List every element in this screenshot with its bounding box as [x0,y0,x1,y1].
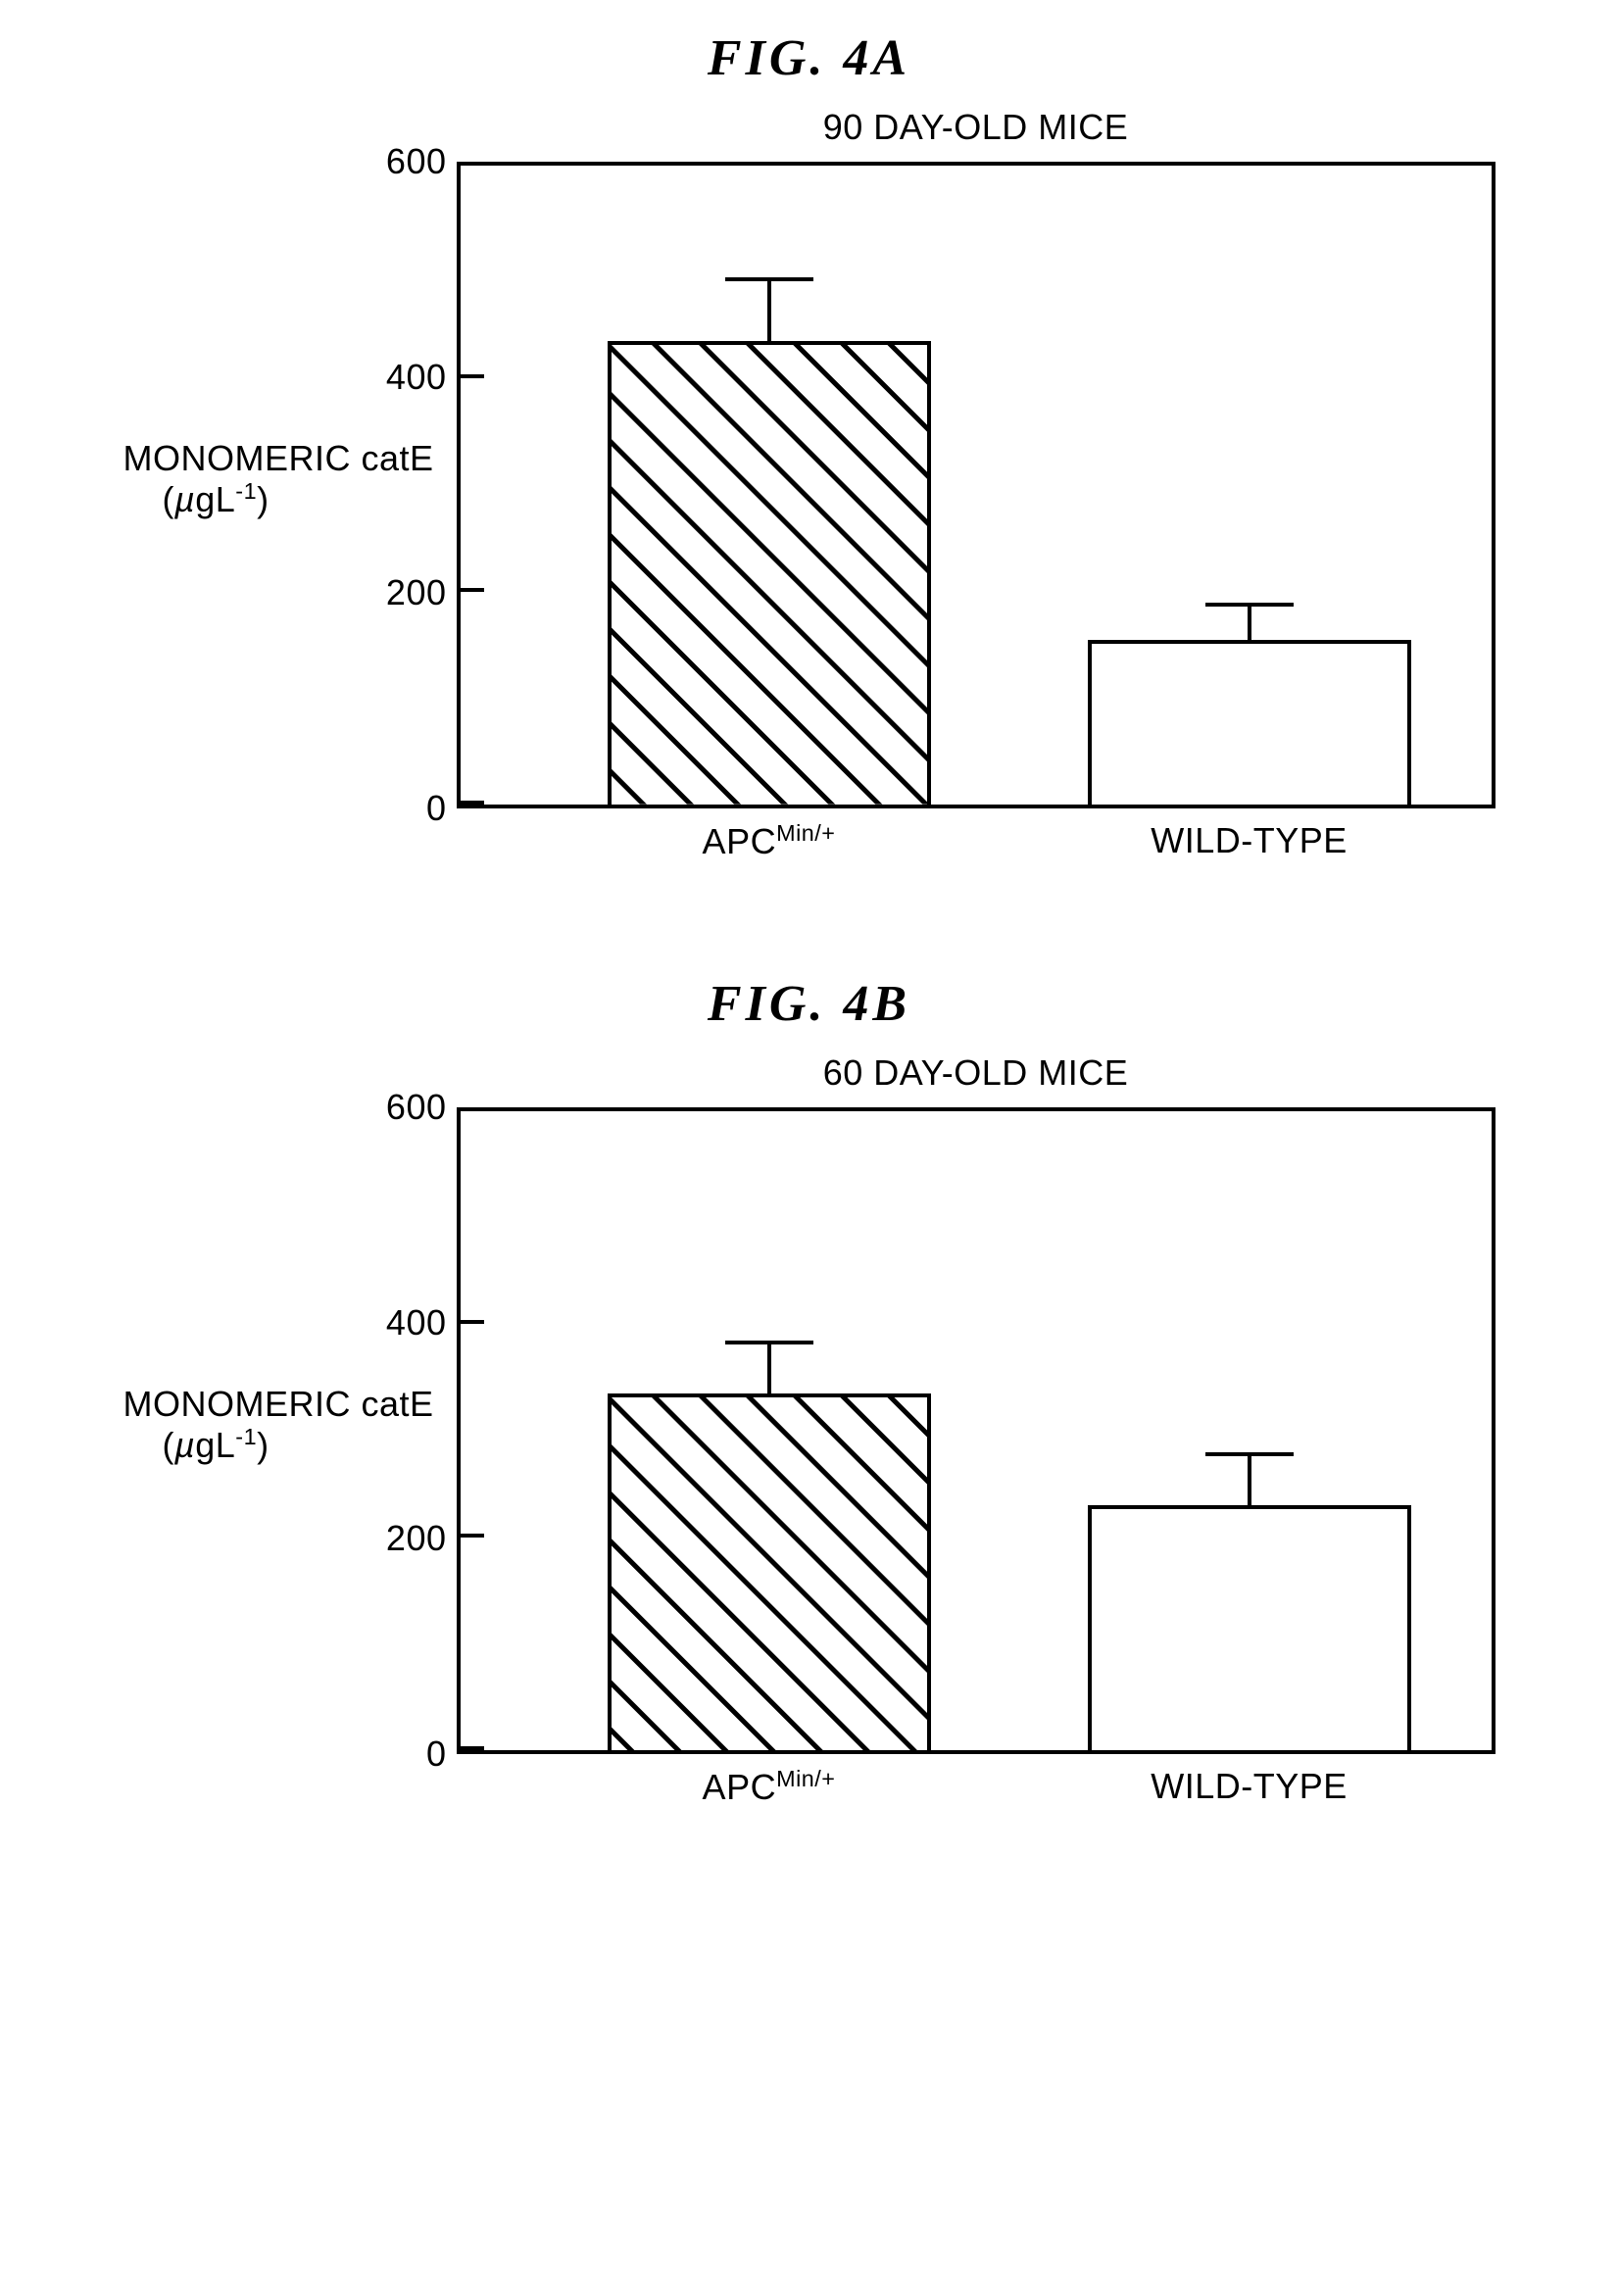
y-tick-label: 600 [339,141,447,182]
plot-area: APCMin/+WILD-TYPE [457,1107,1495,1754]
x-label-sup: Min/+ [776,820,835,846]
figure-caption: FIG. 4A [0,29,1618,87]
ylabel-suffix: ) [257,480,270,520]
bar [1088,640,1411,805]
bar [608,1393,931,1750]
error-bar-stem [1248,603,1251,640]
x-tick-label: WILD-TYPE [1151,1750,1348,1807]
y-tick-column: 0200400600 [339,162,447,808]
y-tick-mark [461,1320,484,1324]
ylabel-suffix: ) [257,1426,270,1466]
y-tick-column: 0200400600 [339,1107,447,1754]
bar [608,341,931,805]
chart-title: 60 DAY-OLD MICE [457,1052,1495,1094]
ylabel-unit: gL [195,1426,235,1466]
x-label-sup: Min/+ [776,1766,835,1791]
y-tick-mark [461,374,484,378]
plot-shell: 0200400600APCMin/+WILD-TYPE [457,1107,1495,1754]
x-label-main: APC [703,821,777,861]
y-tick-mark [461,1534,484,1538]
x-label-main: APC [703,1767,777,1807]
y-tick-label: 0 [339,788,447,829]
x-tick-label: APCMin/+ [703,1750,836,1808]
y-tick-mark [461,1107,484,1111]
ylabel-mu: µ [174,480,195,520]
ylabel-prefix: ( [163,480,175,520]
page: FIG. 4A 90 DAY-OLD MICEMONOMERIC catE(µgL… [0,0,1618,1979]
chart-wrap: 90 DAY-OLD MICEMONOMERIC catE(µgL-1)0200… [123,107,1495,808]
x-tick-label: APCMin/+ [703,805,836,862]
error-bar-cap [1205,1452,1294,1456]
figure-block: FIG. 4B 60 DAY-OLD MICEMONOMERIC catE(µgL… [0,975,1618,1754]
plot-shell: 0200400600APCMin/+WILD-TYPE [457,162,1495,808]
bar [1088,1505,1411,1750]
y-tick-label: 200 [339,572,447,613]
y-tick-label: 200 [339,1518,447,1559]
ylabel-prefix: ( [163,1426,175,1466]
y-tick-mark [461,162,484,166]
error-bar-cap [725,277,813,281]
y-tick-label: 400 [339,1302,447,1343]
hatch-pattern-icon [612,345,927,805]
ylabel-mu: µ [174,1426,195,1466]
ylabel-exp: -1 [235,479,257,505]
y-tick-label: 400 [339,357,447,398]
figure-caption: FIG. 4B [0,975,1618,1033]
y-tick-label: 600 [339,1087,447,1128]
y-tick-mark [461,588,484,592]
figure-block: FIG. 4A 90 DAY-OLD MICEMONOMERIC catE(µgL… [0,29,1618,808]
error-bar-stem [767,1341,771,1393]
ylabel-exp: -1 [235,1425,257,1450]
plot-area: APCMin/+WILD-TYPE [457,162,1495,808]
error-bar-stem [1248,1452,1251,1505]
hatch-pattern-icon [612,1397,927,1750]
y-tick-mark [461,1746,484,1750]
error-bar-cap [1205,603,1294,607]
chart-title: 90 DAY-OLD MICE [457,107,1495,148]
y-tick-mark [461,801,484,805]
ylabel-unit: gL [195,480,235,520]
error-bar-cap [725,1341,813,1344]
y-tick-label: 0 [339,1734,447,1775]
x-tick-label: WILD-TYPE [1151,805,1348,861]
error-bar-stem [767,277,771,341]
chart-wrap: 60 DAY-OLD MICEMONOMERIC catE(µgL-1)0200… [123,1052,1495,1754]
